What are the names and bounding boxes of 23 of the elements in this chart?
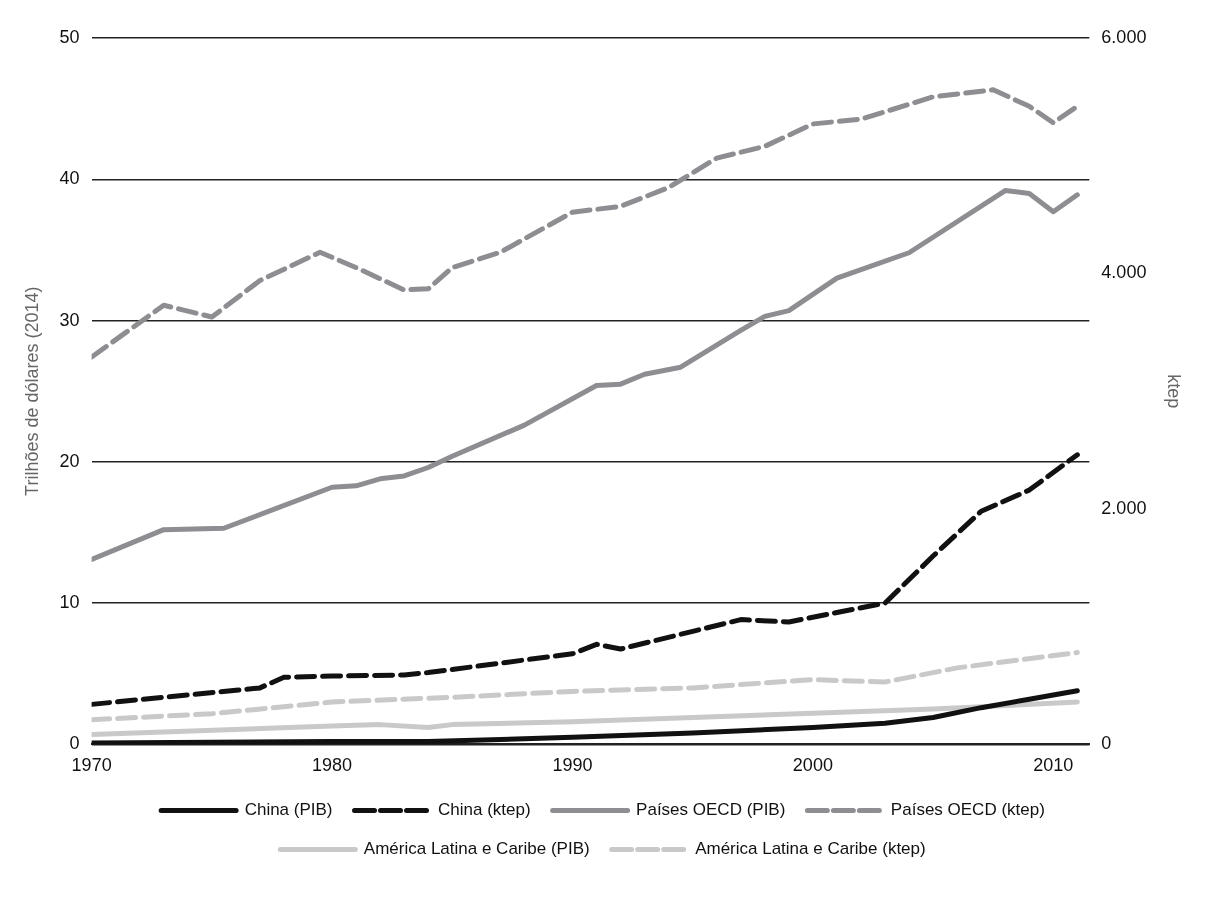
- y-axis-title: Trilhões de dólares (2014): [21, 286, 42, 496]
- y2-tick-label: 2.000: [1101, 497, 1147, 518]
- legend-label: China (ktep): [438, 800, 531, 820]
- x-tick-label: 1970: [71, 755, 112, 776]
- legend-label: China (PIB): [244, 800, 333, 820]
- x-tick-label: 2010: [1033, 755, 1074, 776]
- x-tick-label: 1980: [312, 755, 353, 776]
- legend-label: Países OECD (ktep): [890, 800, 1045, 820]
- y-tick-label: 40: [59, 168, 80, 189]
- legend-label: Países OECD (PIB): [636, 800, 786, 820]
- y-tick-label: 30: [59, 309, 80, 330]
- y2-tick-label: 6.000: [1101, 26, 1147, 47]
- y2-tick-label: 0: [1101, 733, 1112, 754]
- y-tick-label: 10: [59, 592, 80, 613]
- y2-tick-label: 4.000: [1101, 262, 1147, 283]
- y-tick-label: 0: [69, 733, 80, 754]
- y-tick-label: 50: [59, 26, 80, 47]
- legend-label: América Latina e Caribe (PIB): [363, 839, 590, 859]
- x-tick-label: 2000: [792, 755, 833, 776]
- y2-axis-title: ktep: [1164, 374, 1185, 409]
- legend-label: América Latina e Caribe (ktep): [695, 839, 926, 859]
- y-tick-label: 20: [59, 450, 80, 471]
- x-tick-label: 1990: [552, 755, 593, 776]
